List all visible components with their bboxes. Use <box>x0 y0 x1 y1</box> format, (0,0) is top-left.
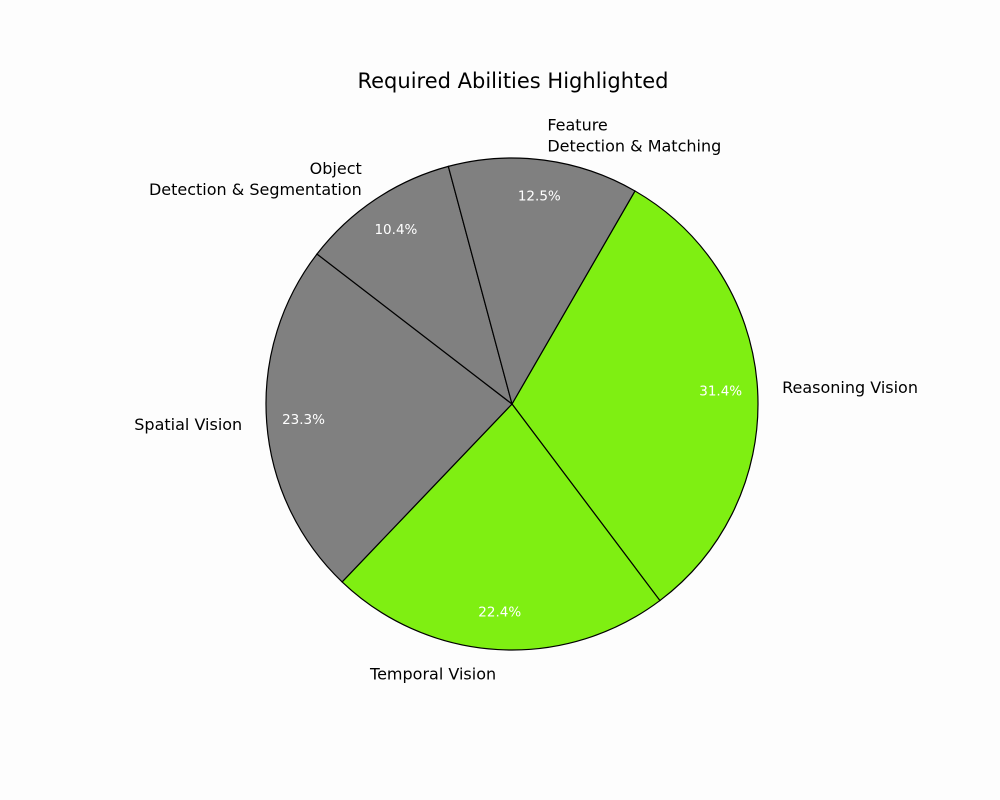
category-label-line: Detection & Matching <box>547 137 721 156</box>
pie-slices <box>265 157 759 651</box>
percent-label-object-detection-segmentation: 10.4% <box>374 222 417 238</box>
slice-object-detection-segmentation <box>316 165 514 406</box>
category-label-line: Reasoning Vision <box>782 378 918 397</box>
category-label-temporal-vision: Temporal Vision <box>369 665 496 684</box>
chart-title: Required Abilities Highlighted <box>357 69 668 93</box>
slice-reasoning-vision <box>511 190 759 602</box>
slice-temporal-vision <box>341 403 661 651</box>
slice-feature-detection-matching <box>447 157 636 406</box>
slice-spatial-vision <box>265 253 513 583</box>
category-label-object-detection-segmentation: Object Detection & Segmentation <box>149 159 362 199</box>
category-label-line: Temporal Vision <box>369 665 496 684</box>
percent-labels: 31.4% 22.4% 23.3% 10.4% 12.5% <box>282 189 742 621</box>
category-label-line: Object <box>310 159 362 178</box>
percent-label-feature-detection-matching: 12.5% <box>518 189 561 205</box>
category-label-line: Spatial Vision <box>134 415 242 434</box>
category-label-line: Feature <box>547 116 607 135</box>
percent-label-temporal-vision: 22.4% <box>478 605 521 621</box>
category-labels: Reasoning Vision Temporal Vision Spatial V… <box>134 116 918 684</box>
category-label-reasoning-vision: Reasoning Vision <box>782 378 918 397</box>
category-label-spatial-vision: Spatial Vision <box>134 415 242 434</box>
percent-label-reasoning-vision: 31.4% <box>699 383 742 399</box>
category-label-feature-detection-matching: Feature Detection & Matching <box>547 116 721 156</box>
percent-label-spatial-vision: 23.3% <box>282 412 325 428</box>
category-label-line: Detection & Segmentation <box>149 180 362 199</box>
